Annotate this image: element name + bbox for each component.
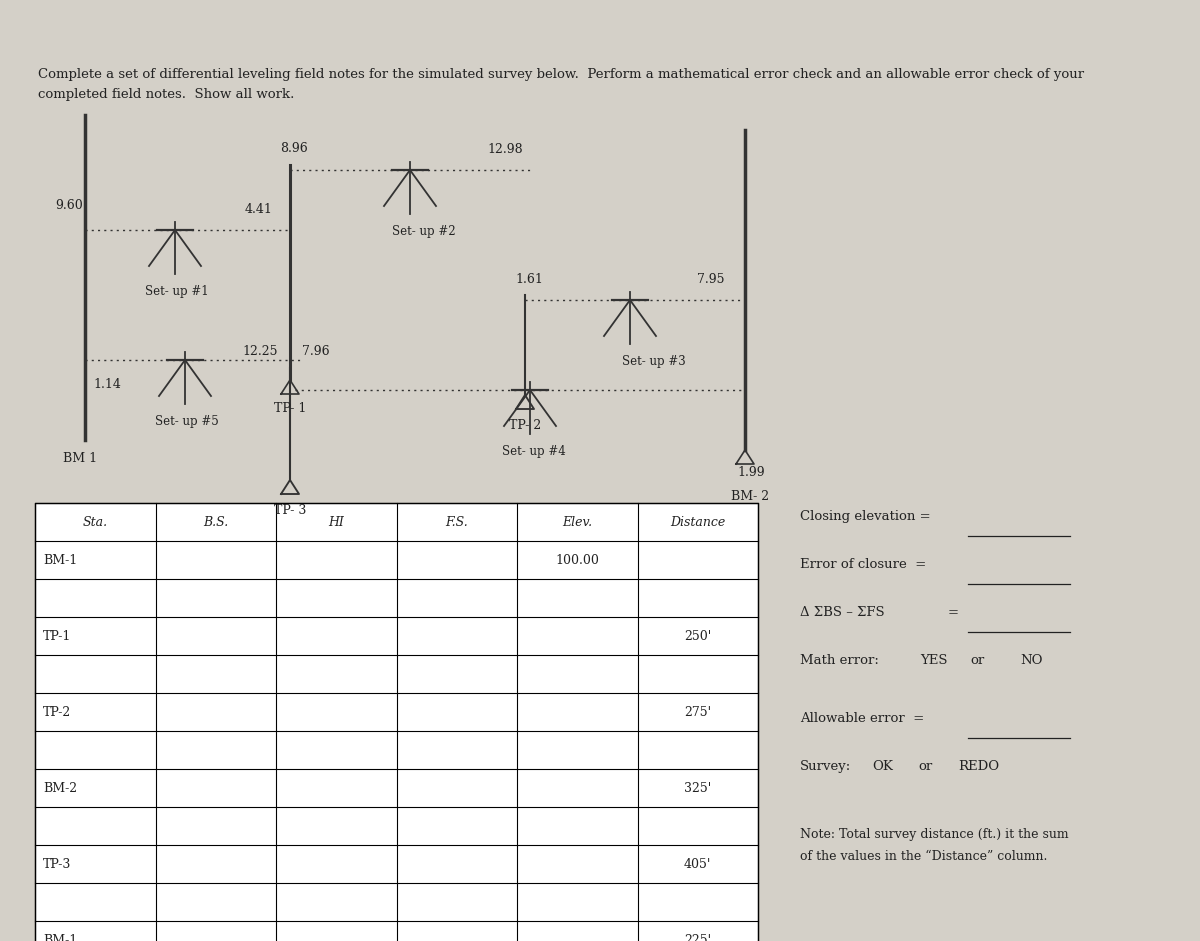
Text: TP- 1: TP- 1 <box>274 402 306 415</box>
Text: 250': 250' <box>684 630 712 643</box>
Text: Elev.: Elev. <box>562 516 593 529</box>
Text: Δ ΣBS – ΣFS: Δ ΣBS – ΣFS <box>800 606 884 619</box>
Text: Set- up #3: Set- up #3 <box>622 355 685 368</box>
Text: HI: HI <box>329 516 344 529</box>
Text: BM 1: BM 1 <box>64 452 97 465</box>
Text: TP- 3: TP- 3 <box>274 504 306 517</box>
Text: Error of closure  =: Error of closure = <box>800 558 926 571</box>
Text: completed field notes.  Show all work.: completed field notes. Show all work. <box>38 88 294 101</box>
Text: Survey:: Survey: <box>800 760 851 773</box>
Text: B.S.: B.S. <box>203 516 228 529</box>
Text: YES: YES <box>920 654 948 667</box>
Text: Set- up #5: Set- up #5 <box>155 415 218 428</box>
Text: Allowable error  =: Allowable error = <box>800 712 924 725</box>
Text: BM- 2: BM- 2 <box>731 490 769 503</box>
Text: 7.95: 7.95 <box>697 273 725 286</box>
Text: Distance: Distance <box>670 516 725 529</box>
Text: REDO: REDO <box>958 760 1000 773</box>
Text: Set- up #2: Set- up #2 <box>392 225 456 238</box>
Text: Set- up #4: Set- up #4 <box>502 445 565 458</box>
Text: 7.96: 7.96 <box>302 345 330 358</box>
Text: 12.98: 12.98 <box>487 143 523 156</box>
Text: 1.99: 1.99 <box>737 466 764 479</box>
Text: 8.96: 8.96 <box>280 142 307 155</box>
Text: F.S.: F.S. <box>445 516 468 529</box>
Text: 4.41: 4.41 <box>245 203 272 216</box>
Text: 12.25: 12.25 <box>242 345 277 358</box>
Text: TP-3: TP-3 <box>43 857 71 870</box>
Text: Math error:: Math error: <box>800 654 878 667</box>
Text: 275': 275' <box>684 706 712 719</box>
Text: Closing elevation =: Closing elevation = <box>800 510 931 523</box>
Text: 1.61: 1.61 <box>515 273 542 286</box>
Text: 100.00: 100.00 <box>556 553 599 566</box>
Text: BM-1: BM-1 <box>43 933 77 941</box>
Text: or: or <box>918 760 932 773</box>
Text: 225': 225' <box>684 933 712 941</box>
Text: of the values in the “Distance” column.: of the values in the “Distance” column. <box>800 850 1048 863</box>
Text: TP-1: TP-1 <box>43 630 71 643</box>
Text: 9.60: 9.60 <box>55 199 83 212</box>
Text: NO: NO <box>1020 654 1043 667</box>
Bar <box>35 503 758 941</box>
Text: Set- up #1: Set- up #1 <box>145 285 209 298</box>
Text: BM-2: BM-2 <box>43 781 77 794</box>
Text: 405': 405' <box>684 857 712 870</box>
Text: =: = <box>948 606 959 619</box>
Text: Sta.: Sta. <box>83 516 108 529</box>
Text: Note: Total survey distance (ft.) it the sum: Note: Total survey distance (ft.) it the… <box>800 828 1069 841</box>
Text: OK: OK <box>872 760 893 773</box>
Text: or: or <box>970 654 984 667</box>
Text: 1.14: 1.14 <box>94 378 121 391</box>
Text: TP-2: TP-2 <box>43 706 71 719</box>
Text: 325': 325' <box>684 781 712 794</box>
Text: TP- 2: TP- 2 <box>509 419 541 432</box>
Text: BM-1: BM-1 <box>43 553 77 566</box>
Text: Complete a set of differential leveling field notes for the simulated survey bel: Complete a set of differential leveling … <box>38 68 1084 81</box>
